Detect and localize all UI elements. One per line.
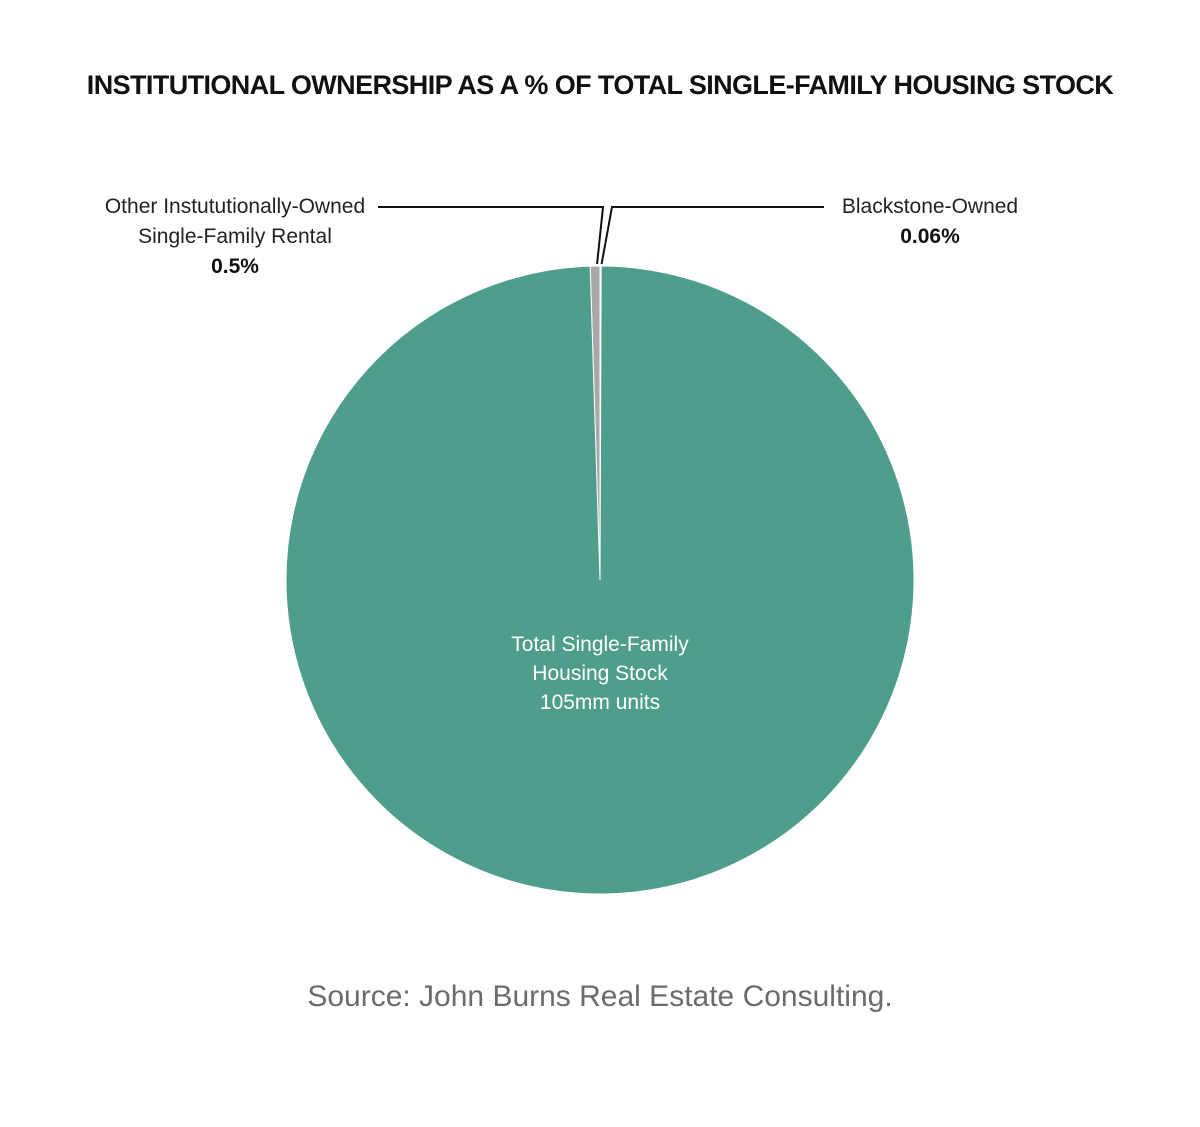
pie-slice-0 (285, 265, 915, 895)
label-blackstone: Blackstone-Owned 0.06% (805, 192, 1055, 252)
label-blackstone-line1: Blackstone-Owned (841, 195, 1019, 218)
label-total-line1: Total Single-Family (511, 633, 689, 656)
leader-lines (378, 206, 824, 265)
chart-title: INSTITUTIONAL OWNERSHIP AS A % OF TOTAL … (86, 70, 1114, 100)
label-other-line2: Single-Family Rental (138, 225, 332, 248)
leader-line-other (378, 206, 605, 265)
source-note: Source: John Burns Real Estate Consultin… (307, 980, 893, 1013)
label-other-line1: Other Instututionally-Owned (104, 195, 366, 218)
label-total-stock: Total Single-Family Housing Stock 105mm … (400, 630, 800, 717)
leader-line-blackstone (600, 206, 824, 265)
label-blackstone-value: 0.06% (900, 225, 960, 248)
label-other-value: 0.5% (211, 255, 259, 278)
label-total-line2: Housing Stock (532, 662, 668, 685)
label-other-institutional: Other Instututionally-Owned Single-Famil… (60, 192, 410, 282)
pie-slices (285, 265, 915, 895)
label-total-line3: 105mm units (539, 691, 661, 714)
